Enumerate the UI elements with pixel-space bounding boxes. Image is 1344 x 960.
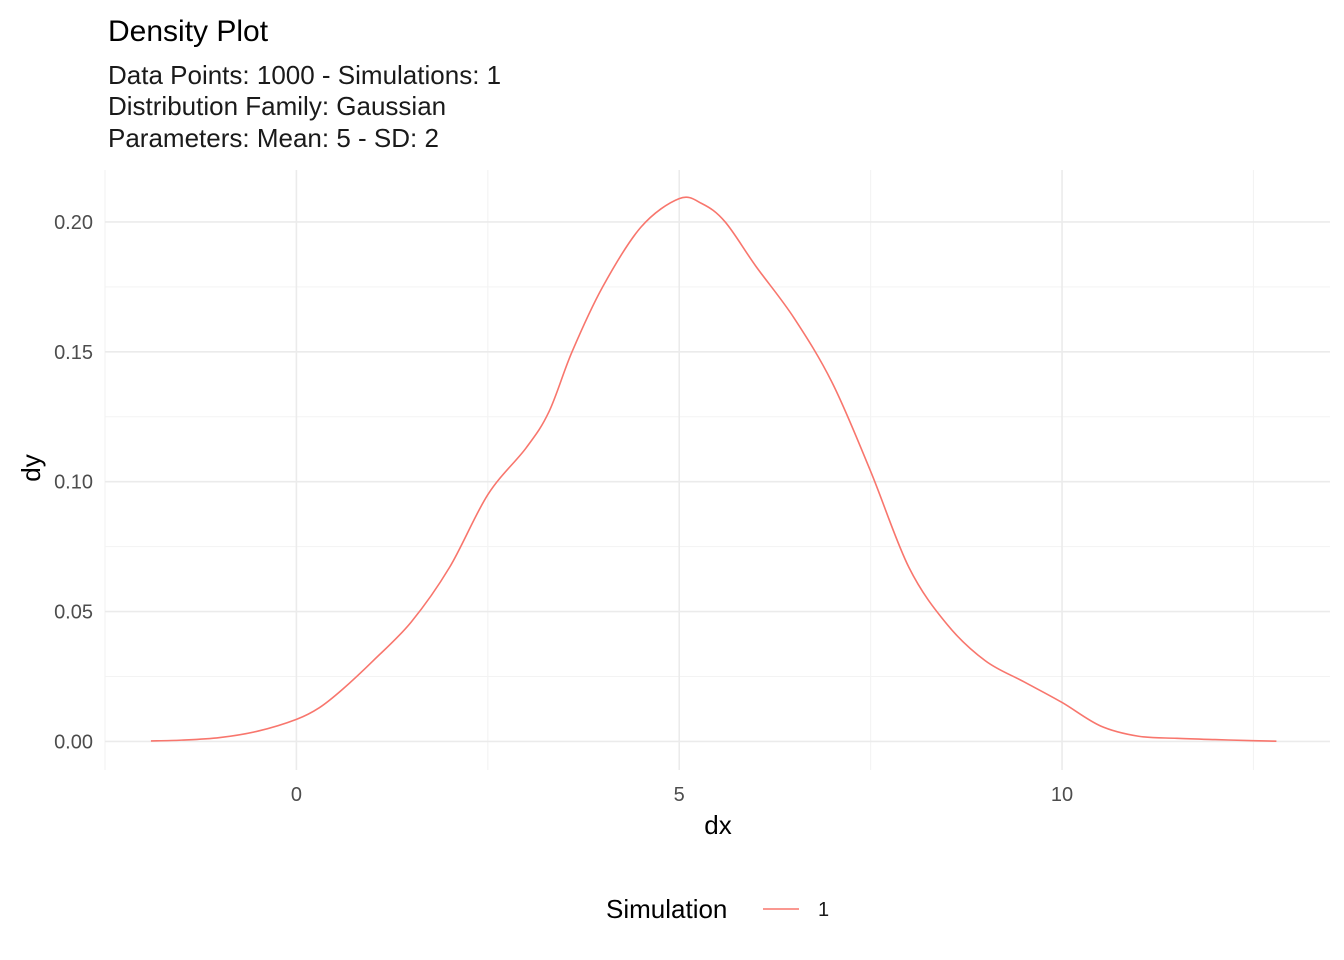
y-tick-label: 0.00	[54, 731, 93, 753]
y-tick-label: 0.10	[54, 472, 93, 494]
x-axis-title: dx	[704, 810, 731, 840]
y-tick-label: 0.05	[54, 602, 93, 624]
chart-title: Density Plot	[108, 15, 269, 48]
series-layer	[150, 196, 1277, 742]
x-tick-label: 10	[1051, 784, 1073, 806]
y-axis-title: dy	[16, 454, 46, 481]
density-line-series-1	[150, 196, 1277, 742]
tick-labels: 0 5 10 0.00 0.05 0.10 0.15 0.20	[54, 212, 1073, 806]
legend: Simulation 1	[606, 894, 829, 924]
x-tick-label: 0	[291, 784, 302, 806]
y-tick-label: 0.20	[54, 212, 93, 234]
legend-title: Simulation	[606, 894, 727, 924]
legend-entry-label: 1	[818, 899, 829, 921]
chart-subtitle-line-2: Distribution Family: Gaussian	[108, 91, 446, 121]
chart-subtitle-line-1: Data Points: 1000 - Simulations: 1	[108, 60, 501, 90]
x-tick-label: 5	[674, 784, 685, 806]
chart-subtitle-line-3: Parameters: Mean: 5 - SD: 2	[108, 123, 439, 153]
grid-lines	[104, 170, 1330, 770]
y-tick-label: 0.15	[54, 342, 93, 364]
